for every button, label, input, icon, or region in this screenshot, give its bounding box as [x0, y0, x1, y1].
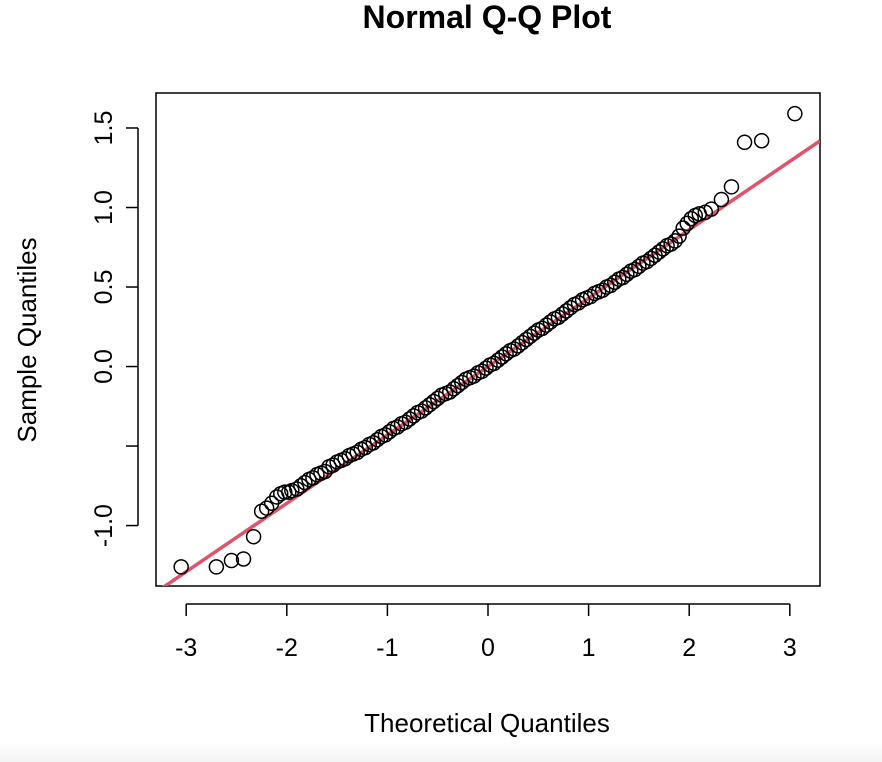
data-point: [235, 551, 252, 567]
data-point: [787, 105, 803, 122]
data-point: [703, 201, 720, 217]
bottom-edge-band: [0, 742, 882, 762]
data-point: [245, 528, 262, 545]
chart-title: Normal Q-Q Plot: [363, 0, 612, 35]
data-point: [594, 282, 611, 298]
x-tick-label: -2: [276, 634, 298, 662]
data-point: [369, 431, 386, 448]
y-tick-label: 0.5: [90, 270, 118, 305]
data-point: [253, 503, 270, 520]
data-point: [349, 444, 365, 461]
data-point: [562, 299, 579, 316]
x-tick-label: 2: [682, 634, 696, 662]
data-point: [337, 451, 353, 467]
x-tick-label: 0: [481, 634, 495, 662]
x-axis: -3 -2 -1 0 1 2 3: [175, 603, 797, 662]
data-point: [478, 360, 494, 376]
plot-frame: [155, 92, 821, 587]
x-tick-label: 3: [783, 634, 797, 662]
y-tick-label: 1.5: [90, 111, 118, 146]
data-point: [466, 368, 482, 384]
data-point: [713, 191, 730, 208]
y-axis: -1.0 0.0 0.5 1.0 1.5: [90, 111, 139, 547]
data-point: [526, 325, 543, 341]
data-point: [297, 474, 313, 491]
data-point: [723, 179, 740, 195]
data-point: [173, 559, 189, 575]
data-point: [667, 233, 683, 249]
data-point: [498, 346, 514, 362]
y-tick-label: 1.0: [90, 190, 118, 225]
data-point: [305, 470, 321, 486]
data-point: [582, 288, 599, 305]
data-point: [671, 228, 687, 244]
data-point: [223, 552, 240, 569]
data-point: [454, 374, 470, 391]
x-tick-label: 1: [582, 634, 596, 662]
x-tick-label: -3: [175, 634, 197, 662]
data-point: [736, 134, 753, 151]
data-point: [258, 500, 275, 516]
data-point: [655, 241, 671, 257]
data-point: [631, 258, 647, 275]
x-axis-label: Theoretical Quantiles: [364, 708, 610, 738]
data-point: [570, 295, 587, 311]
data-point: [277, 484, 293, 500]
y-tick-label: 0.0: [90, 349, 118, 384]
y-tick-label: -1.0: [90, 504, 118, 547]
y-axis-label: Sample Quantiles: [12, 237, 42, 442]
data-point: [542, 314, 559, 330]
data-point: [405, 408, 422, 424]
data-point: [679, 215, 695, 232]
data-point: [683, 210, 699, 227]
data-point: [663, 236, 679, 252]
data-point: [389, 419, 406, 435]
data-point: [325, 457, 341, 473]
data-points: [173, 105, 803, 575]
data-point: [429, 390, 446, 407]
data-point: [281, 484, 297, 500]
data-point: [357, 439, 374, 456]
data-point: [753, 132, 770, 149]
data-point: [208, 559, 225, 575]
data-point: [619, 266, 635, 283]
data-point: [607, 274, 623, 290]
data-point: [675, 220, 691, 236]
data-point: [381, 423, 398, 440]
x-tick-label: -1: [376, 634, 398, 662]
